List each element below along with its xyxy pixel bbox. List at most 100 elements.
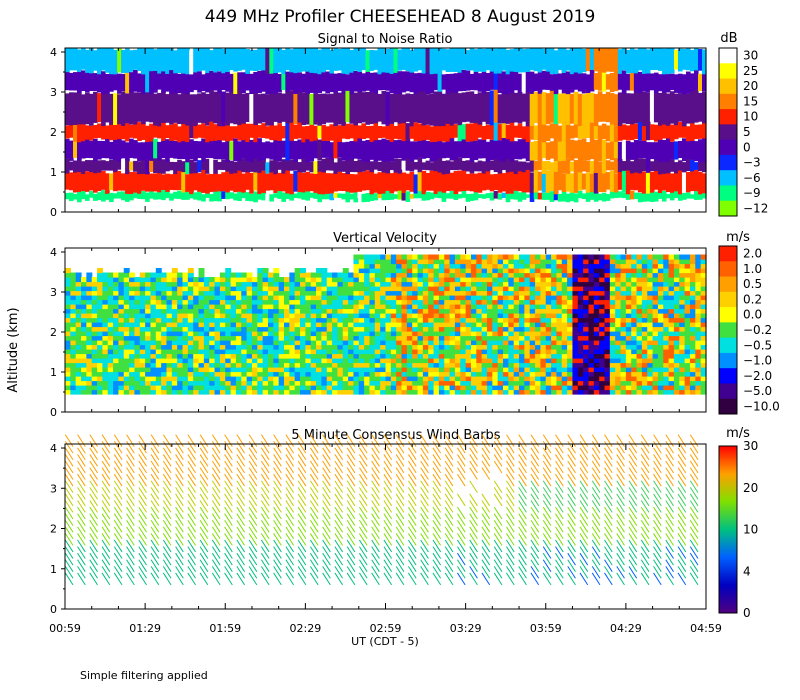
velocity-cell: [673, 259, 680, 265]
velocity-cell: [91, 344, 98, 350]
colorbar-label: 1.0: [743, 262, 762, 276]
velocity-cell: [668, 277, 675, 283]
velocity-cell: [321, 290, 328, 296]
velocity-cell: [177, 313, 184, 319]
snr-cell: [549, 162, 555, 174]
snr-cell: [169, 174, 174, 190]
velocity-cell: [171, 380, 178, 386]
velocity-cell: [673, 326, 680, 332]
velocity-cell: [476, 290, 483, 296]
snr-cell: [197, 93, 202, 123]
velocity-cell: [150, 358, 157, 364]
snr-cell: [457, 93, 463, 126]
snr-cell: [65, 93, 70, 126]
snr-cell: [597, 193, 603, 201]
snr-cell: [125, 123, 130, 142]
velocity-cell: [97, 362, 103, 368]
velocity-cell: [219, 376, 226, 382]
velocity-cell: [219, 317, 226, 323]
velocity-cell: [257, 385, 264, 391]
velocity-cell: [438, 254, 445, 260]
velocity-cell: [444, 362, 451, 368]
velocity-cell: [508, 286, 515, 292]
velocity-cell: [689, 385, 696, 391]
snr-cell: [265, 162, 270, 174]
velocity-cell: [284, 349, 290, 355]
velocity-cell: [599, 277, 606, 283]
velocity-cell: [524, 376, 531, 382]
velocity-cell: [545, 335, 552, 341]
velocity-cell: [219, 295, 226, 301]
velocity-cell: [139, 389, 146, 395]
velocity-cell: [417, 380, 424, 386]
snr-cell: [601, 139, 607, 162]
velocity-cell: [113, 335, 120, 341]
velocity-cell: [203, 344, 210, 350]
velocity-cell: [86, 281, 93, 287]
velocity-cell: [604, 367, 611, 373]
snr-cell: [241, 173, 246, 193]
velocity-cell: [214, 358, 221, 364]
velocity-cell: [209, 385, 216, 391]
velocity-cell: [305, 286, 312, 292]
snr-cell: [353, 92, 359, 126]
velocity-cell: [535, 335, 542, 341]
velocity-cell: [588, 376, 595, 382]
velocity-cell: [294, 331, 301, 337]
velocity-cell: [673, 290, 680, 296]
velocity-cell: [503, 376, 509, 382]
snr-cell: [401, 159, 407, 170]
snr-cell: [253, 72, 258, 94]
velocity-cell: [369, 335, 376, 341]
velocity-cell: [241, 349, 248, 355]
velocity-cell: [380, 349, 387, 355]
snr-cell: [677, 73, 683, 94]
velocity-cell: [385, 376, 392, 382]
velocity-cell: [615, 308, 622, 314]
velocity-cell: [625, 389, 632, 395]
velocity-cell: [593, 335, 600, 341]
velocity-cell: [695, 304, 702, 310]
velocity-cell: [561, 380, 568, 386]
velocity-cell: [214, 313, 221, 319]
velocity-cell: [294, 349, 301, 355]
velocity-cell: [321, 272, 328, 278]
velocity-cell: [460, 349, 467, 355]
velocity-cell: [241, 362, 248, 368]
velocity-cell: [572, 340, 579, 346]
velocity-cell: [150, 385, 157, 391]
snr-cell: [125, 159, 130, 175]
velocity-cell: [155, 304, 162, 310]
velocity-cell: [166, 322, 173, 328]
velocity-cell: [503, 272, 509, 278]
snr-cell: [389, 161, 395, 171]
velocity-cell: [374, 358, 381, 364]
velocity-cell: [161, 340, 168, 346]
snr-cell: [673, 190, 679, 199]
snr-cell: [605, 91, 611, 123]
velocity-cell: [476, 353, 483, 359]
velocity-cell: [251, 304, 258, 310]
velocity-cell: [673, 299, 680, 305]
velocity-cell: [235, 371, 242, 377]
velocity-cell: [289, 340, 296, 346]
colorbar-label: 25: [743, 64, 758, 78]
velocity-cell: [497, 358, 504, 364]
snr-cell: [557, 48, 563, 71]
velocity-cell: [75, 385, 82, 391]
velocity-cell: [113, 331, 120, 337]
velocity-cell: [535, 322, 542, 328]
velocity-cell: [641, 268, 648, 274]
velocity-cell: [540, 362, 547, 368]
velocity-cell: [310, 367, 317, 373]
velocity-cell: [657, 344, 664, 350]
velocity-cell: [481, 358, 488, 364]
velocity-cell: [305, 272, 312, 278]
velocity-cell: [385, 326, 392, 332]
velocity-cell: [422, 304, 429, 310]
snr-cell: [201, 194, 206, 202]
velocity-cell: [337, 299, 344, 305]
velocity-cell: [161, 380, 168, 386]
velocity-cell: [364, 254, 371, 260]
velocity-cell: [107, 380, 114, 386]
